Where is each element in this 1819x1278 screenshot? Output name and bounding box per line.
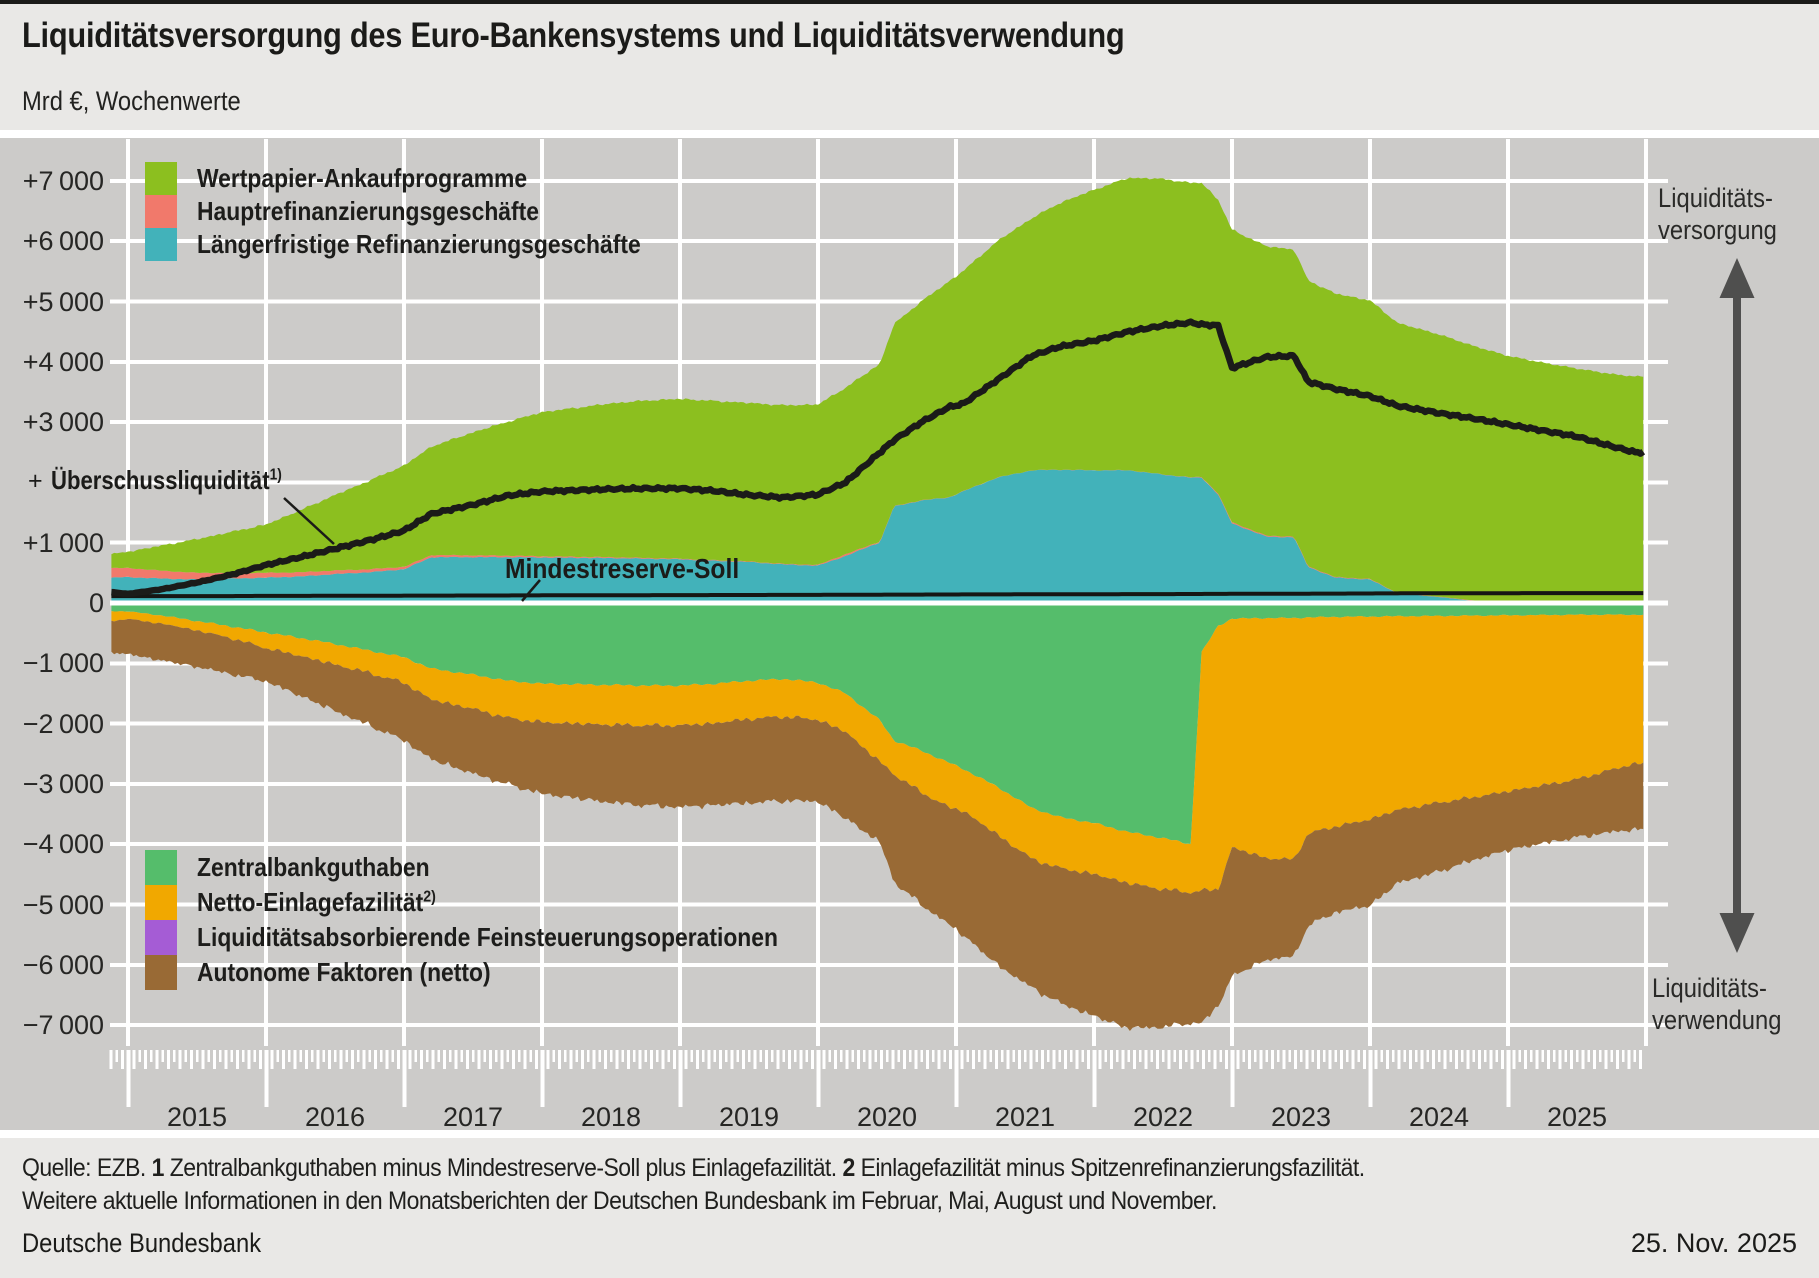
area-auto	[111, 618, 1644, 1031]
page-title: Liquiditätsversorgung des Euro-Bankensys…	[22, 16, 1125, 55]
area-zbg	[111, 603, 1644, 844]
top-rule	[0, 0, 1819, 4]
line-excess-liquidity	[110, 318, 1646, 598]
page-subtitle: Mrd €, Wochenwerte	[22, 86, 241, 116]
x-ticks	[109, 1050, 1642, 1107]
annotation-pointers	[283, 497, 541, 602]
line-reserve-requirement	[111, 591, 1644, 599]
header-separator	[0, 130, 1819, 138]
zero-line	[110, 600, 1668, 606]
area-depo	[111, 611, 1644, 894]
area-ltro	[111, 469, 1644, 603]
footer-separator	[0, 1130, 1819, 1138]
areas-liquidity-use	[111, 603, 1644, 1031]
supply-use-arrow	[1719, 258, 1755, 953]
